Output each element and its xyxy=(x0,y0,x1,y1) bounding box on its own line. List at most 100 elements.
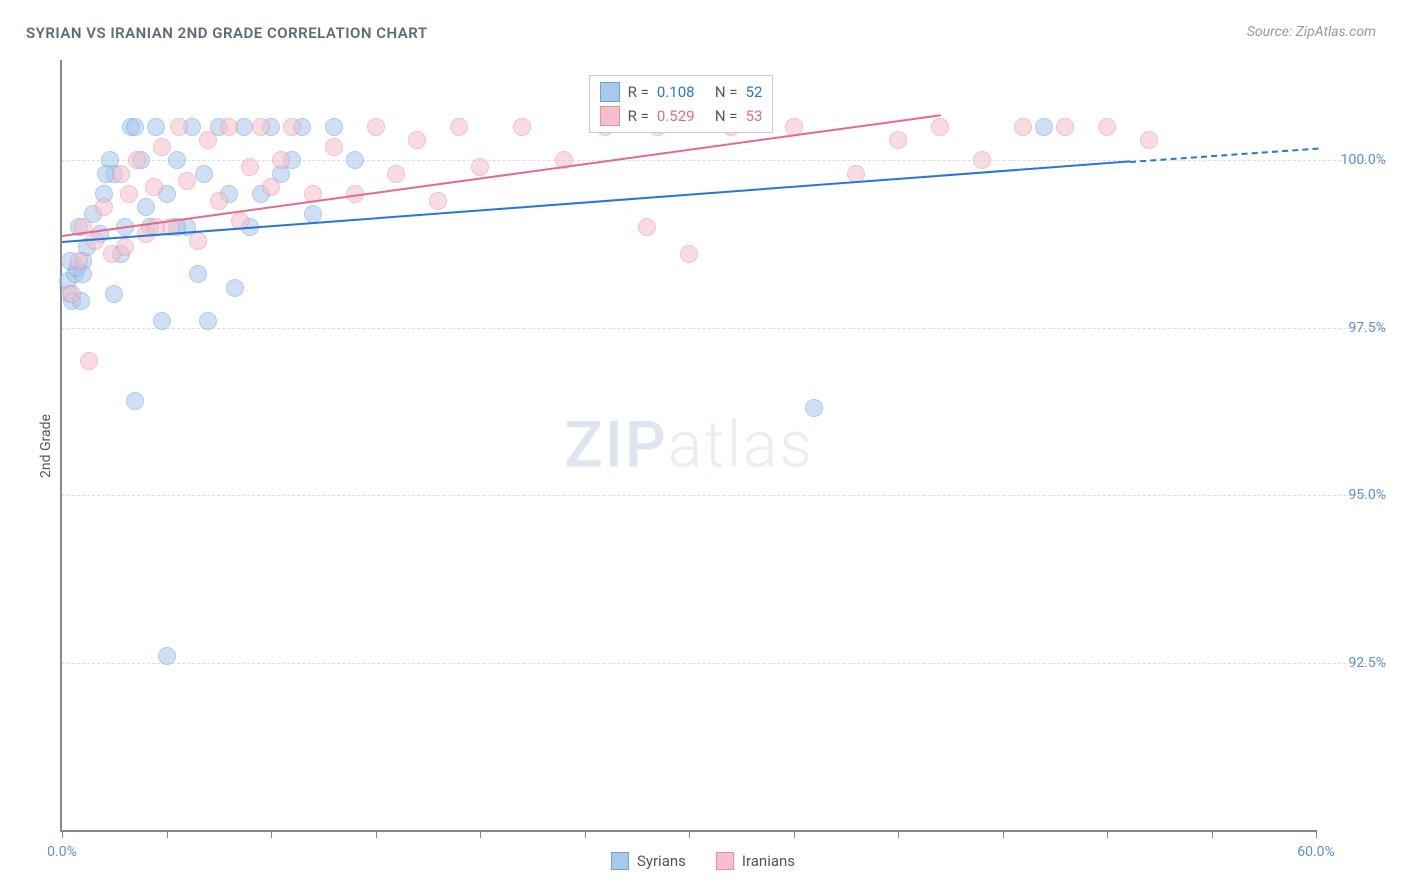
stat-row: R = 0.529 N = 53 xyxy=(600,106,763,126)
chart-title: SYRIAN VS IRANIAN 2ND GRADE CORRELATION … xyxy=(26,24,428,42)
scatter-point xyxy=(304,205,322,223)
x-tick-label: 60.0% xyxy=(1297,844,1335,860)
scatter-point xyxy=(126,392,144,410)
gridline-h xyxy=(62,328,1386,329)
scatter-point xyxy=(1098,118,1116,136)
scatter-point xyxy=(471,158,489,176)
scatter-point xyxy=(283,118,301,136)
scatter-point xyxy=(126,118,144,136)
chart-source: Source: ZipAtlas.com xyxy=(1247,24,1376,40)
gridline-h xyxy=(62,663,1386,664)
scatter-point xyxy=(189,265,207,283)
scatter-point xyxy=(262,178,280,196)
scatter-point xyxy=(450,118,468,136)
x-tick-label: 0.0% xyxy=(47,844,77,860)
scatter-point xyxy=(973,151,991,169)
scatter-point xyxy=(189,232,207,250)
scatter-point xyxy=(889,131,907,149)
scatter-point xyxy=(680,245,698,263)
scatter-point xyxy=(137,198,155,216)
x-tick xyxy=(1003,830,1004,838)
watermark: ZIPatlas xyxy=(564,408,814,483)
legend-item: Syrians xyxy=(611,852,686,870)
scatter-point xyxy=(429,192,447,210)
scatter-point xyxy=(220,118,238,136)
scatter-point xyxy=(116,238,134,256)
stat-swatch xyxy=(600,82,620,102)
stat-n-value: 53 xyxy=(746,107,763,125)
stat-n-label: N = xyxy=(715,83,738,101)
scatter-point xyxy=(1035,118,1053,136)
scatter-point xyxy=(367,118,385,136)
scatter-point xyxy=(112,165,130,183)
scatter-point xyxy=(145,178,163,196)
scatter-point xyxy=(153,312,171,330)
scatter-point xyxy=(70,252,88,270)
stat-r-label: R = xyxy=(628,107,649,125)
scatter-point xyxy=(805,399,823,417)
scatter-point xyxy=(272,151,290,169)
scatter-point xyxy=(387,165,405,183)
gridline-h xyxy=(62,495,1386,496)
scatter-point xyxy=(1140,131,1158,149)
scatter-point xyxy=(178,172,196,190)
stat-r-label: R = xyxy=(628,83,649,101)
scatter-point xyxy=(931,118,949,136)
y-tick-label: 97.5% xyxy=(1348,320,1386,336)
legend-label: Syrians xyxy=(637,852,686,870)
scatter-point xyxy=(1014,118,1032,136)
scatter-point xyxy=(252,118,270,136)
x-tick xyxy=(1316,830,1317,838)
scatter-point xyxy=(325,118,343,136)
legend-label: Iranians xyxy=(742,852,795,870)
scatter-point xyxy=(158,647,176,665)
scatter-point xyxy=(195,165,213,183)
scatter-point xyxy=(95,198,113,216)
scatter-point xyxy=(638,218,656,236)
x-tick xyxy=(1212,830,1213,838)
scatter-point xyxy=(147,118,165,136)
x-tick xyxy=(167,830,168,838)
x-tick xyxy=(794,830,795,838)
gridline-h xyxy=(62,160,1386,161)
stat-r-value: 0.108 xyxy=(657,83,707,101)
x-tick xyxy=(480,830,481,838)
scatter-point xyxy=(346,151,364,169)
x-tick xyxy=(585,830,586,838)
scatter-point xyxy=(513,118,531,136)
stat-swatch xyxy=(600,106,620,126)
x-tick xyxy=(62,830,63,838)
scatter-point xyxy=(226,279,244,297)
scatter-point xyxy=(408,131,426,149)
plot-area: ZIPatlas 92.5%95.0%97.5%100.0%0.0%60.0%R… xyxy=(60,60,1316,832)
stat-n-label: N = xyxy=(715,107,738,125)
legend: Syrians Iranians xyxy=(611,852,795,870)
scatter-point xyxy=(80,352,98,370)
x-tick xyxy=(1107,830,1108,838)
stat-r-value: 0.529 xyxy=(657,107,707,125)
y-tick-label: 95.0% xyxy=(1348,487,1386,503)
y-axis-label: 2nd Grade xyxy=(38,414,54,478)
stat-row: R = 0.108 N = 52 xyxy=(600,82,763,102)
y-tick-label: 92.5% xyxy=(1348,655,1386,671)
scatter-point xyxy=(1056,118,1074,136)
scatter-point xyxy=(105,285,123,303)
stat-box: R = 0.108 N = 52 R = 0.529 N = 53 xyxy=(589,75,774,133)
legend-swatch xyxy=(716,852,734,870)
legend-item: Iranians xyxy=(716,852,795,870)
x-tick xyxy=(898,830,899,838)
scatter-point xyxy=(325,138,343,156)
scatter-point xyxy=(241,158,259,176)
scatter-point xyxy=(63,285,81,303)
scatter-point xyxy=(199,131,217,149)
scatter-point xyxy=(168,151,186,169)
legend-swatch xyxy=(611,852,629,870)
x-tick xyxy=(376,830,377,838)
x-tick xyxy=(271,830,272,838)
x-tick xyxy=(689,830,690,838)
scatter-point xyxy=(199,312,217,330)
scatter-point xyxy=(153,138,171,156)
y-tick-label: 100.0% xyxy=(1341,152,1386,168)
stat-n-value: 52 xyxy=(746,83,763,101)
scatter-point xyxy=(170,118,188,136)
